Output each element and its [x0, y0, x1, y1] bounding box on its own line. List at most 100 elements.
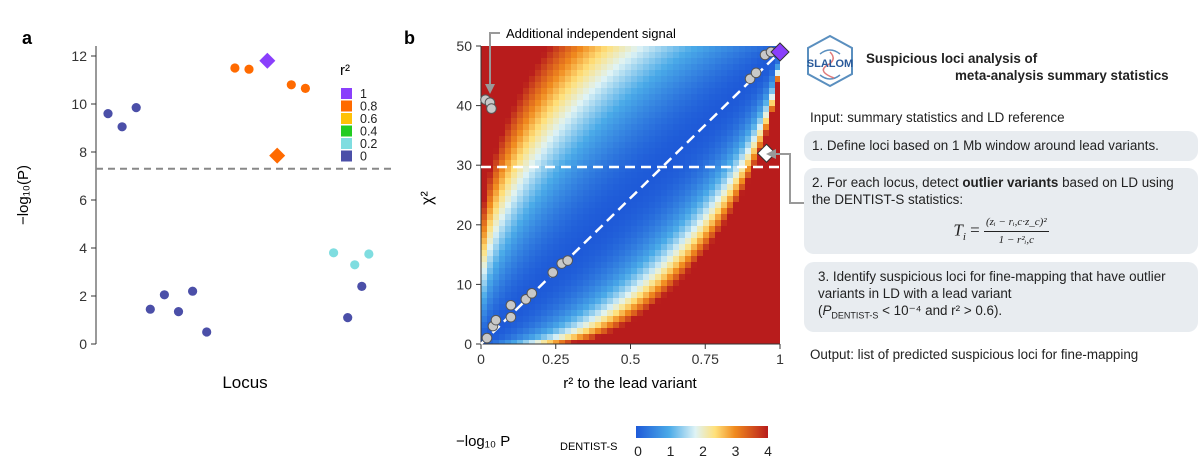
heatmap-cell: [565, 184, 572, 191]
heatmap-cell: [751, 340, 758, 344]
colorbar-tick-label: 2: [699, 443, 707, 459]
heatmap-cell: [541, 88, 548, 95]
data-point: [329, 248, 339, 258]
y-tick-label: 2: [79, 288, 87, 304]
heatmap-cell: [547, 208, 554, 215]
heatmap-cell: [613, 70, 620, 77]
heatmap-cell: [595, 76, 602, 83]
heatmap-cell: [493, 94, 500, 101]
heatmap-cell: [763, 280, 770, 287]
heatmap-cell: [691, 310, 698, 317]
heatmap-cell: [643, 52, 650, 59]
heatmap-cell: [775, 196, 780, 203]
heatmap-cell: [493, 88, 500, 95]
heatmap-cell: [487, 328, 494, 335]
heatmap-cell: [577, 52, 584, 59]
heatmap-cell: [535, 232, 542, 239]
heatmap-cell: [571, 298, 578, 305]
heatmap-cell: [751, 124, 758, 131]
heatmap-cell: [655, 154, 662, 161]
step-3-text: 3. Identify suspicious loci for fine-map…: [818, 269, 1166, 301]
heatmap-cell: [589, 274, 596, 281]
heatmap-cell: [613, 304, 620, 311]
heatmap-cell: [547, 94, 554, 101]
heatmap-cell: [631, 208, 638, 215]
heatmap-cell: [613, 322, 620, 329]
heatmap-cell: [697, 322, 704, 329]
heatmap-cell: [565, 76, 572, 83]
heatmap-cell: [583, 292, 590, 299]
heatmap-cell: [703, 160, 710, 167]
heatmap-cell: [763, 64, 770, 71]
heatmap-cell: [619, 148, 626, 155]
heatmap-cell: [547, 136, 554, 143]
heatmap-cell: [697, 244, 704, 251]
heatmap-cell: [595, 244, 602, 251]
heatmap-cell: [775, 64, 780, 71]
heatmap-cell: [739, 220, 746, 227]
heatmap-cell: [679, 310, 686, 317]
heatmap-cell: [565, 316, 572, 323]
heatmap-cell: [589, 160, 596, 167]
heatmap-cell: [703, 292, 710, 299]
heatmap-cell: [697, 172, 704, 179]
heatmap-cell: [763, 196, 770, 203]
heatmap-cell: [631, 46, 638, 53]
heatmap-cell: [679, 196, 686, 203]
heatmap-cell: [571, 280, 578, 287]
heatmap-cell: [763, 184, 770, 191]
heatmap-cell: [691, 334, 698, 341]
heatmap-cell: [709, 52, 716, 59]
heatmap-cell: [577, 298, 584, 305]
heatmap-cell: [715, 118, 722, 125]
heatmap-cell: [667, 214, 674, 221]
heatmap-cell: [673, 112, 680, 119]
heatmap-cell: [733, 136, 740, 143]
heatmap-cell: [721, 172, 728, 179]
heatmap-cell: [685, 232, 692, 239]
heatmap-cell: [511, 64, 518, 71]
heatmap-cell: [733, 130, 740, 137]
heatmap-cell: [571, 124, 578, 131]
heatmap-cell: [721, 292, 728, 299]
heatmap-cell: [763, 334, 770, 341]
heatmap-cell: [595, 64, 602, 71]
heatmap-cell: [697, 106, 704, 113]
heatmap-cell: [541, 136, 548, 143]
heatmap-cell: [709, 328, 716, 335]
heatmap-cell: [505, 124, 512, 131]
heatmap-cell: [697, 64, 704, 71]
heatmap-cell: [517, 94, 524, 101]
heatmap-cell: [655, 202, 662, 209]
heatmap-cell: [517, 298, 524, 305]
heatmap-cell: [481, 46, 488, 53]
heatmap-cell: [655, 298, 662, 305]
heatmap-cell: [595, 310, 602, 317]
heatmap-cell: [709, 298, 716, 305]
heatmap-cell: [619, 190, 626, 197]
heatmap-cell: [679, 250, 686, 257]
heatmap-cell: [565, 58, 572, 65]
heatmap-cell: [619, 268, 626, 275]
heatmap-cell: [739, 154, 746, 161]
heatmap-cell: [481, 322, 488, 329]
heatmap-cell: [487, 244, 494, 251]
heatmap-cell: [493, 268, 500, 275]
heatmap-cell: [745, 166, 752, 173]
heatmap-cell: [595, 322, 602, 329]
heatmap-cell: [661, 334, 668, 341]
heatmap-cell: [661, 70, 668, 77]
heatmap-cell: [763, 262, 770, 269]
y-tick-label: 40: [456, 98, 472, 114]
heatmap-cell: [679, 100, 686, 107]
heatmap-cell: [685, 106, 692, 113]
heatmap-cell: [547, 160, 554, 167]
heatmap-cell: [535, 250, 542, 257]
heatmap-cell: [643, 166, 650, 173]
heatmap-cell: [691, 298, 698, 305]
heatmap-cell: [727, 280, 734, 287]
heatmap-cell: [601, 280, 608, 287]
heatmap-cell: [637, 148, 644, 155]
heatmap-cell: [769, 322, 776, 329]
heatmap-cell: [565, 304, 572, 311]
